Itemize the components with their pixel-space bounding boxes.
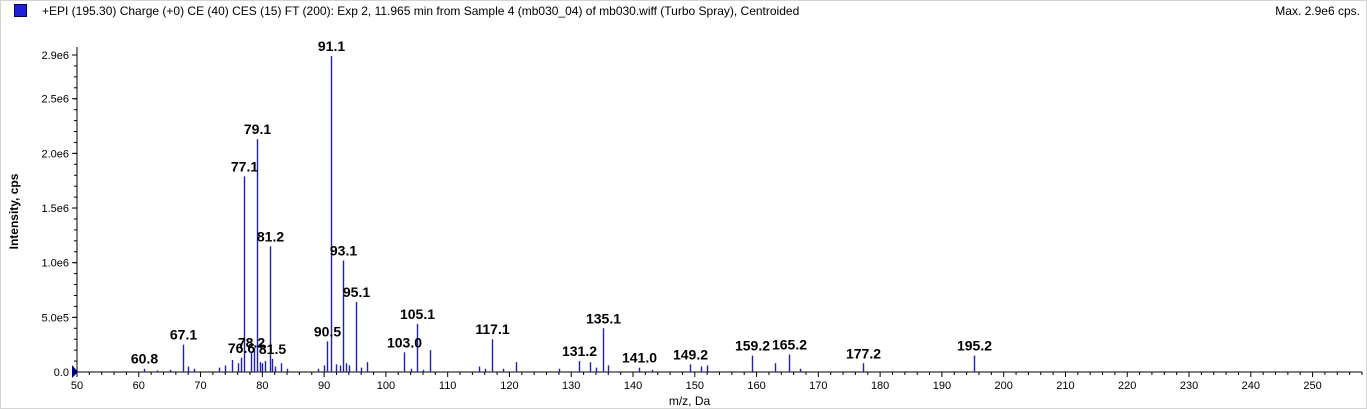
peak-label: 81.5 (259, 341, 286, 357)
peak-label: 195.2 (957, 338, 992, 354)
x-tick-label: 250 (1303, 380, 1321, 392)
x-tick-label: 160 (747, 380, 765, 392)
max-intensity-label: Max. 2.9e6 cps. (1275, 4, 1360, 18)
x-tick-label: 100 (377, 380, 395, 392)
peak-label: 149.2 (673, 346, 708, 362)
peak-label: 81.2 (257, 228, 284, 244)
peak-labels: 60.8 67.1 76.6 77.1 78.2 79.1 81.2 81.5 90.5 91.1… (131, 38, 992, 367)
y-axis-title: Intensity, cps (7, 173, 21, 249)
y-tick-label: 0.0 (54, 367, 69, 379)
peak-label: 79.1 (244, 121, 271, 137)
peak-label: 135.1 (586, 310, 621, 326)
x-tick-label: 210 (1056, 380, 1074, 392)
peak-label: 165.2 (772, 337, 807, 353)
x-tick-label: 190 (933, 380, 951, 392)
x-tick-label: 150 (686, 380, 704, 392)
x-tick-label: 60 (133, 380, 145, 392)
peak-label: 78.2 (238, 334, 265, 350)
peak-label: 177.2 (846, 345, 881, 361)
peak-label: 105.1 (400, 306, 435, 322)
peak-label: 131.2 (562, 343, 597, 359)
peak-label: 60.8 (131, 351, 158, 367)
peak-label: 141.0 (622, 350, 657, 366)
x-tick-label: 200 (995, 380, 1013, 392)
x-tick-label: 80 (256, 380, 268, 392)
peak-label: 91.1 (318, 38, 345, 54)
spectrum-header: +EPI (195.30) Charge (+0) CE (40) CES (1… (42, 4, 800, 18)
x-tick-label: 140 (624, 380, 642, 392)
x-tick-label: 240 (1242, 380, 1260, 392)
peak-label: 67.1 (170, 327, 197, 343)
peak-label: 93.1 (330, 243, 357, 259)
x-tick-label: 50 (71, 380, 83, 392)
x-tick-label: 90 (318, 380, 330, 392)
y-tick-label: 2.9e6 (41, 50, 69, 62)
peak-label: 76.6 (228, 340, 255, 356)
y-tick-label: 2.0e6 (41, 148, 69, 160)
peak-label: 103.0 (387, 334, 422, 350)
x-axis: 50 60 70 80 90 100 110 120 130 140 150 160 170 180 190… (71, 371, 1363, 392)
x-tick-label: 130 (562, 380, 580, 392)
peak-label: 90.5 (314, 323, 341, 339)
peak-label: 77.1 (231, 158, 258, 174)
x-tick-label: 170 (809, 380, 827, 392)
x-tick-label: 220 (1118, 380, 1136, 392)
cursor-marker-icon[interactable] (72, 365, 78, 378)
x-tick-label: 230 (1180, 380, 1198, 392)
y-tick-label: 1.0e6 (41, 258, 69, 270)
x-tick-label: 70 (194, 380, 206, 392)
peak-label: 95.1 (343, 284, 370, 300)
x-tick-label: 120 (500, 380, 518, 392)
legend-swatch (14, 4, 27, 17)
x-tick-label: 110 (439, 380, 457, 392)
peak-label: 117.1 (475, 321, 509, 337)
y-tick-label: 5.0e5 (41, 312, 69, 324)
peak-label: 159.2 (735, 338, 770, 354)
y-tick-label: 2.5e6 (41, 94, 69, 106)
spectrum-peaks (143, 56, 976, 372)
x-tick-label: 180 (871, 380, 889, 392)
y-tick-label: 1.5e6 (41, 203, 69, 215)
y-axis: 0.0 5.0e5 1.0e6 1.5e6 2.0e6 2.5e6 2.9e6 (41, 47, 78, 379)
x-axis-title: m/z, Da (669, 394, 711, 408)
